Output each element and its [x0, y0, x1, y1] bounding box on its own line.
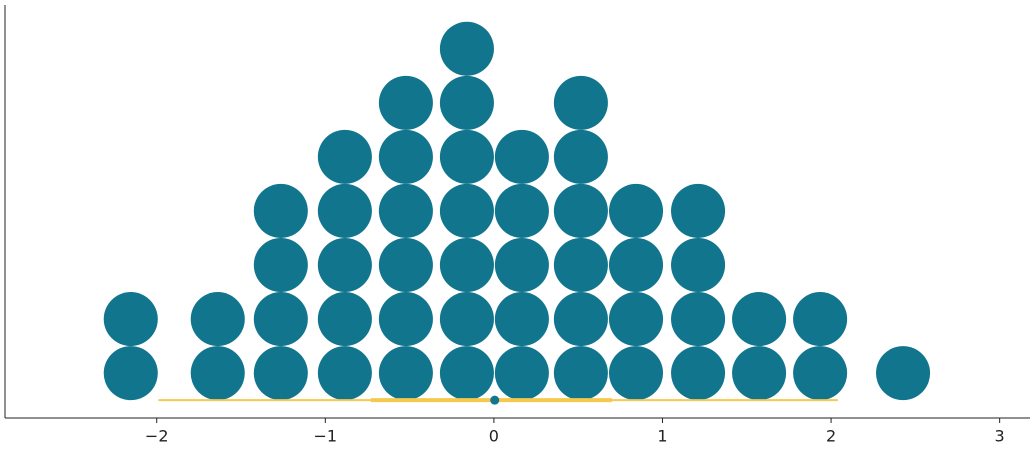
dot	[317, 237, 372, 293]
dot	[608, 183, 664, 238]
dot	[494, 292, 549, 347]
dot	[253, 346, 308, 401]
dot	[553, 129, 608, 184]
dot	[608, 346, 664, 401]
dot	[253, 237, 308, 293]
dot	[494, 237, 549, 293]
dot	[317, 183, 372, 238]
dot	[378, 75, 433, 130]
x-tick-label: 1	[657, 427, 667, 446]
dot	[378, 292, 433, 347]
dot	[494, 183, 549, 238]
dot	[439, 237, 494, 293]
dot	[317, 346, 372, 401]
dot	[732, 346, 787, 401]
dot	[553, 346, 608, 401]
dot	[317, 292, 372, 347]
dot	[494, 346, 549, 401]
dot	[439, 75, 494, 130]
dot	[671, 237, 726, 293]
dot	[190, 346, 245, 401]
dot	[439, 21, 494, 76]
dot	[439, 129, 494, 184]
dot	[378, 237, 433, 293]
x-tick-label: −1	[314, 427, 338, 446]
dot	[103, 346, 158, 401]
dot	[253, 292, 308, 347]
point-estimate	[490, 395, 500, 405]
dot	[671, 292, 726, 347]
dot	[553, 75, 608, 130]
dot	[190, 292, 245, 347]
dot	[793, 292, 848, 347]
dot	[553, 237, 608, 293]
dot	[378, 183, 433, 238]
dot	[553, 183, 608, 238]
dot	[732, 292, 787, 347]
dot	[378, 129, 433, 184]
x-tick-label: 0	[489, 427, 499, 446]
x-tick-label: −2	[145, 427, 169, 446]
dot	[439, 183, 494, 238]
dot	[608, 292, 664, 347]
x-tick-label: 2	[826, 427, 836, 446]
dot	[439, 346, 494, 401]
dot	[494, 129, 549, 184]
dot	[671, 346, 726, 401]
dot	[103, 292, 158, 347]
dot	[876, 346, 931, 401]
dot	[378, 346, 433, 401]
x-tick-label: 3	[995, 427, 1005, 446]
dot	[671, 183, 726, 238]
dot	[608, 237, 664, 293]
dot	[253, 183, 308, 238]
dot	[317, 129, 372, 184]
dot	[553, 292, 608, 347]
dot	[793, 346, 848, 401]
dot	[439, 292, 494, 347]
